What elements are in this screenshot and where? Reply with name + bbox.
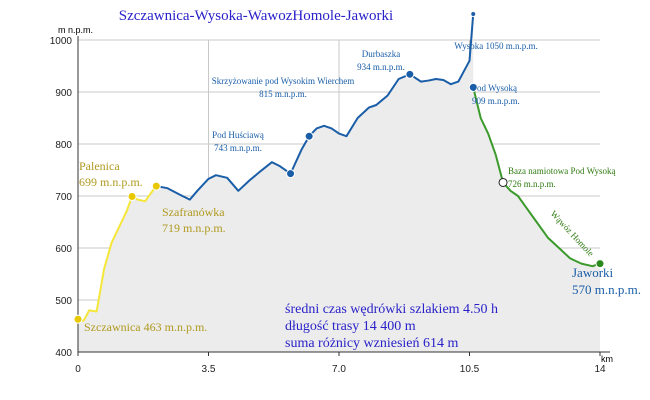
- elevation-lines: [77, 13, 601, 322]
- waypoint-name: Durbaszka: [362, 49, 400, 59]
- waypoint-elevation: 699 m.n.p.m.: [79, 175, 143, 189]
- elevation-area: [78, 14, 600, 352]
- info-line: suma różnicy wzniesień 614 m: [285, 336, 459, 351]
- waypoint-marker: [304, 131, 314, 141]
- waypoint-name: Jaworki: [572, 265, 614, 280]
- waypoint-marker: [73, 314, 83, 324]
- info-line: długość trasy 14 400 m: [285, 319, 416, 334]
- tick-labels: 400 500 600 700 800 900 1000 0 3.5 7.0 10.5 14: [50, 36, 606, 375]
- info-line: średni czas wędrówki szlakiem 4.50 h: [285, 302, 498, 317]
- waypoint-marker: [286, 169, 296, 179]
- x-axis-unit: km: [601, 354, 613, 364]
- y-tick-label: 600: [55, 244, 72, 255]
- waypoint-markers: [73, 11, 605, 324]
- waypoint-name: Palenica: [79, 159, 120, 173]
- waypoint-name: Baza namiotowa Pod Wysoką: [508, 166, 617, 176]
- waypoint-elevation: 719 m.n.p.m.: [162, 221, 226, 235]
- waypoint-elevation: 815 m.n.p.m.: [259, 89, 307, 99]
- waypoint-label: Wysoka 1050 m.n.p.m.: [454, 41, 537, 51]
- y-tick-label: 1000: [50, 36, 73, 47]
- waypoint-name: Pod Wysoką: [472, 83, 518, 93]
- y-tick-label: 500: [55, 296, 72, 307]
- chart-title: Szczawnica-Wysoka-WawozHomole-Jaworki: [119, 8, 393, 24]
- waypoint-elevation: 743 m.n.p.m.: [214, 143, 262, 153]
- waypoint-elevation: 909 m.n.p.m.: [472, 96, 520, 106]
- waypoint-elevation: 726 m.n.p.m.: [508, 179, 556, 189]
- x-tick-label: 3.5: [202, 364, 216, 375]
- profile-line-green: [472, 87, 601, 268]
- x-tick-label: 14: [594, 364, 606, 375]
- waypoint-marker: [127, 192, 137, 202]
- y-tick-label: 400: [55, 348, 72, 359]
- y-tick-label: 700: [55, 192, 72, 203]
- waypoint-label: Szczawnica 463 m.n.p.m.: [84, 320, 207, 334]
- waypoint-marker: [595, 259, 605, 269]
- waypoint-name: Szafranówka: [162, 205, 225, 219]
- waypoint-elevation: 934 m.n.p.m.: [357, 62, 405, 72]
- route-info: średni czas wędrówki szlakiem 4.50 h dług…: [285, 302, 498, 351]
- waypoint-elevation: 570 m.n.p.m.: [572, 282, 641, 297]
- x-tick-label: 10.5: [460, 364, 480, 375]
- waypoint-marker: [405, 69, 415, 79]
- waypoint-name: Skrzyżowanie pod Wysokim Wierchem: [212, 76, 354, 86]
- waypoint-marker: [470, 11, 477, 17]
- waypoint-marker: [498, 177, 508, 187]
- area-fill: [78, 14, 600, 352]
- profile-line-yellow: [77, 185, 158, 322]
- waypoint-marker: [468, 82, 478, 92]
- y-tick-label: 900: [55, 88, 72, 99]
- x-tick-label: 7.0: [332, 364, 346, 375]
- x-tick-label: 0: [75, 364, 81, 375]
- waypoint-name: Pod Huściawą: [212, 130, 265, 140]
- y-tick-label: 800: [55, 140, 72, 151]
- profile-line-blue: [156, 13, 475, 201]
- axes: [77, 36, 610, 356]
- waypoint-marker: [151, 181, 161, 191]
- y-axis-unit: m n.p.m.: [58, 25, 93, 35]
